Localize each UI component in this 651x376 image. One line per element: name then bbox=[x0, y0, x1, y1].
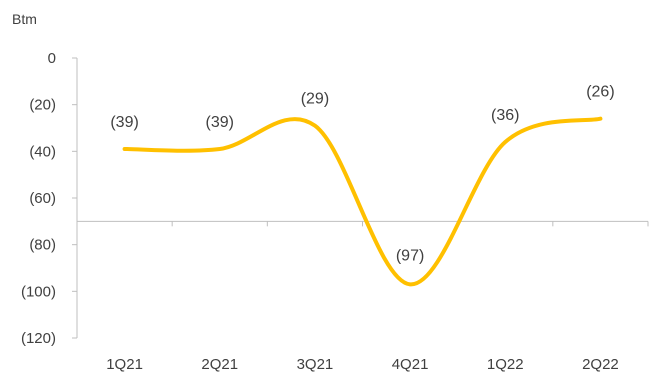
x-tick-label: 3Q21 bbox=[297, 356, 334, 373]
data-label: (36) bbox=[491, 107, 519, 124]
data-point bbox=[503, 140, 507, 144]
x-tick-label: 4Q21 bbox=[392, 356, 429, 373]
y-axis-label: Btm bbox=[12, 11, 37, 27]
y-tick-label: (120) bbox=[21, 330, 56, 347]
x-tick-label: 2Q21 bbox=[201, 356, 238, 373]
y-tick-label: (60) bbox=[29, 190, 56, 207]
y-tick-label: 0 bbox=[48, 50, 56, 67]
data-point bbox=[408, 282, 412, 286]
data-labels: (39) (39) (29) (97) (36) (26) bbox=[110, 84, 614, 265]
data-label: (39) bbox=[110, 114, 138, 131]
data-points bbox=[123, 117, 603, 287]
series-line bbox=[122, 116, 603, 287]
y-tick-label: (40) bbox=[29, 143, 56, 160]
x-tick-label: 2Q22 bbox=[582, 356, 619, 373]
x-tick-label: 1Q21 bbox=[106, 356, 143, 373]
x-tick-labels: 1Q21 2Q21 3Q21 4Q21 1Q22 2Q22 bbox=[106, 356, 619, 373]
y-tick-label: (20) bbox=[29, 97, 56, 114]
data-point bbox=[123, 147, 127, 151]
y-tick-label: (100) bbox=[21, 283, 56, 300]
y-tick-labels: 0 (20) (40) (60) (80) (100) (120) bbox=[21, 50, 77, 347]
data-label: (29) bbox=[301, 91, 329, 108]
x-tick-marks bbox=[171, 221, 649, 227]
x-tick-label: 1Q22 bbox=[487, 356, 524, 373]
data-point bbox=[218, 147, 222, 151]
y-tick-label: (80) bbox=[29, 237, 56, 254]
data-label: (39) bbox=[206, 114, 234, 131]
data-label: (26) bbox=[586, 84, 614, 101]
data-label: (97) bbox=[396, 247, 424, 264]
data-point bbox=[313, 124, 317, 128]
data-point bbox=[598, 117, 602, 121]
